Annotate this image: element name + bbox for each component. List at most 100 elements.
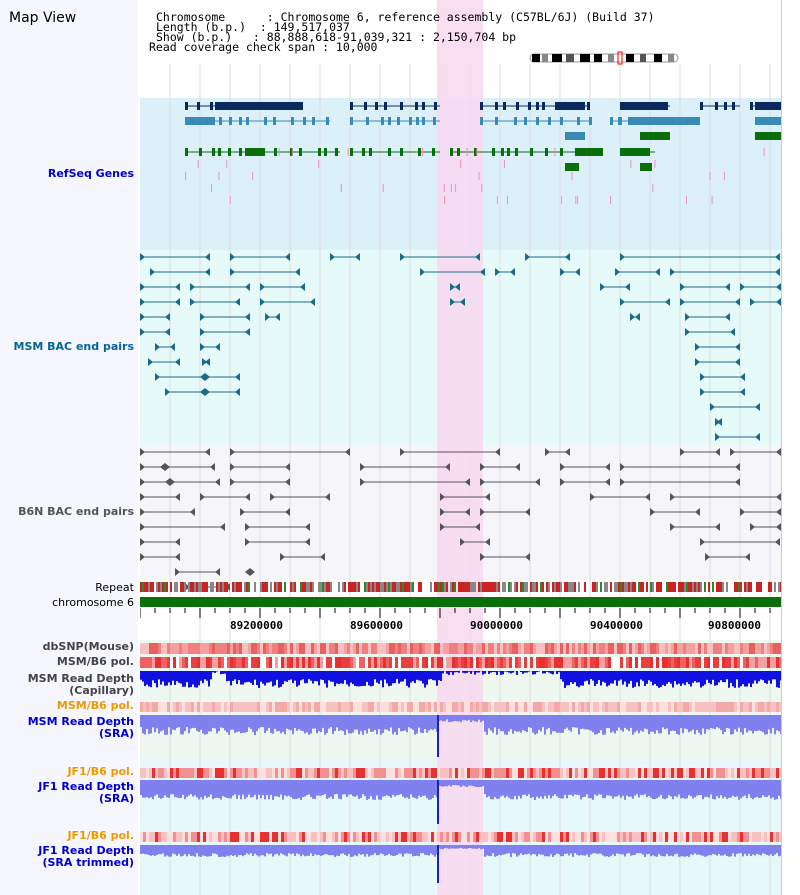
depth-bar [630,845,632,856]
heat-cell [470,643,473,654]
depth-bar [304,671,306,684]
gene-exon [700,102,703,110]
bac-end-marker [725,313,730,321]
jf1-read-depth-trim-label[interactable]: JF1 Read Depth [38,844,134,857]
depth-bar [204,780,206,796]
depth-bar [234,715,236,733]
repeat-mark [170,582,172,592]
heat-cell [695,702,698,712]
jf1-read-depth-sra-label[interactable]: JF1 Read Depth [38,780,134,793]
heat-cell [380,832,383,842]
depth-bar [420,715,422,733]
heat-cell [155,657,158,668]
heat-cell [158,643,161,654]
gene-exon [185,148,188,156]
heat-cell [740,657,743,668]
heat-cell [719,643,722,654]
b6n-bac-track-label[interactable]: B6N BAC end pairs [18,505,134,518]
bac-end-marker [625,283,630,291]
depth-bar [140,671,142,680]
repeat-mark [610,582,612,592]
heat-cell [506,657,509,668]
heat-cell [416,702,419,712]
heat-cell [683,832,686,842]
heat-cell [434,657,437,668]
bac-end-marker [250,568,255,576]
repeat-mark [778,582,780,592]
bac-end-marker [230,478,235,486]
repeat-mark [750,582,752,592]
heat-cell [689,768,692,778]
bac-end-marker [200,493,205,501]
heat-cell [461,657,464,668]
heat-cell [566,657,569,668]
depth-bar [290,845,292,855]
jf1-b6-pol2-track-label[interactable]: JF1/B6 pol. [67,829,134,842]
depth-bar [336,715,338,728]
heat-cell [356,832,359,842]
repeat-mark [262,582,264,592]
depth-bar [654,671,656,684]
gene-exon [381,117,384,125]
depth-bar [612,715,614,732]
heat-cell [647,657,650,668]
depth-bar [468,845,470,849]
heat-cell [653,657,656,668]
bac-end-marker [235,298,240,306]
heat-cell [170,643,173,654]
depth-bar [338,780,340,799]
depth-bar [236,715,238,733]
depth-bar [248,671,250,682]
msm-read-depth-capillary-label[interactable]: MSM Read Depth [27,672,134,685]
heat-cell [416,832,419,842]
depth-bar [382,715,384,733]
depth-bar [282,780,284,800]
depth-bar [734,715,736,730]
depth-bar [142,780,144,798]
depth-bar [430,780,432,800]
heat-cell [284,643,287,654]
depth-bar [624,671,626,682]
msm-bac-track-label[interactable]: MSM BAC end pairs [13,340,134,353]
repeat-mark [420,582,422,592]
repeat-mark [494,582,496,592]
bac-end-marker [330,253,335,261]
depth-bar [246,845,248,854]
bac-end-marker [155,373,160,381]
depth-bar [562,715,564,733]
snp-tick [723,172,725,180]
msm-b6-pol2-track-label[interactable]: MSM/B6 pol. [56,699,134,712]
heat-cell [434,643,437,654]
heat-cell [182,657,185,668]
heat-cell [737,832,740,842]
heat-cell [710,832,713,842]
heat-cell [410,768,413,778]
depth-bar [582,845,584,856]
bac-end-marker [175,493,180,501]
gene-exon [501,148,504,156]
heat-cell [659,832,662,842]
dbsnp-track-label[interactable]: dbSNP(Mouse) [42,640,134,653]
depth-bar [552,845,554,857]
heat-cell [179,643,182,654]
msm-read-depth-sra-label[interactable]: MSM Read Depth [27,715,134,728]
depth-bar [688,715,690,733]
chromosome-ideogram[interactable] [528,51,682,65]
heat-cell [359,657,362,668]
heat-cell [404,768,407,778]
depth-bar [192,845,194,856]
track-canvas[interactable] [139,0,782,895]
track-viewer[interactable] [139,0,782,895]
heat-cell [449,702,452,712]
depth-bar [774,671,776,680]
heat-cell [728,702,731,712]
heat-cell [755,657,758,668]
msm-b6-pol-track-label[interactable]: MSM/B6 pol. [56,655,134,668]
heat-cell [428,643,431,654]
refseq-track-label[interactable]: RefSeq Genes [47,167,134,180]
depth-bar [354,845,356,856]
bac-end-marker [305,523,310,531]
heat-cell [677,643,680,654]
jf1-b6-pol-track-label[interactable]: JF1/B6 pol. [67,765,134,778]
depth-bar [444,715,446,722]
